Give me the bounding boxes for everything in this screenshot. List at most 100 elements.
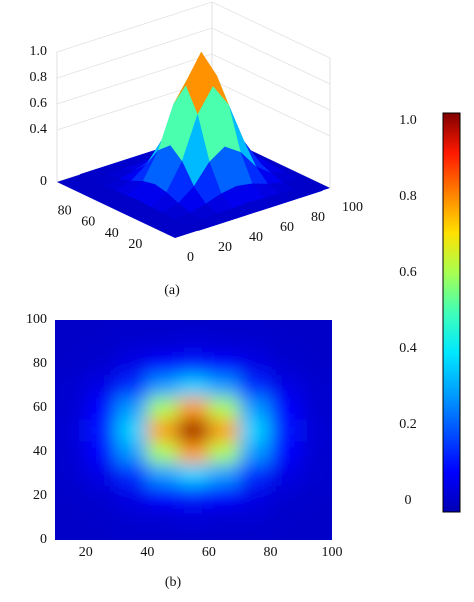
heatmap-cell — [239, 374, 271, 398]
heatmap-cell — [116, 506, 148, 530]
heatmap-cell — [239, 506, 271, 530]
heatmap-cell — [208, 440, 241, 464]
heatmap-cell — [55, 330, 87, 354]
heatmap-cell — [177, 506, 210, 530]
heatmap-cell — [177, 374, 210, 398]
heatmap-cell — [269, 528, 302, 540]
heatmap-cell — [85, 352, 118, 376]
heatmap-cell — [300, 352, 332, 376]
heatmap-cell — [177, 528, 210, 540]
heatmap-cell — [177, 396, 210, 420]
grid-line — [56, 27, 331, 85]
heatmap-cell — [85, 374, 118, 398]
heatmap-cell — [146, 506, 179, 530]
heatmap-cell — [85, 484, 118, 508]
caption-b: (b) — [165, 575, 182, 590]
heatmap-cell — [146, 396, 179, 420]
heatmap-cell — [146, 418, 179, 442]
caption-a: (a) — [164, 283, 180, 298]
heatmap-cell — [269, 374, 302, 398]
y-tick-label: 60 — [33, 400, 47, 415]
heatmap-cell — [208, 484, 241, 508]
heatmap-cell — [85, 330, 118, 354]
heatmap-cell — [146, 484, 179, 508]
heatmap-cell — [300, 374, 332, 398]
colorbar-tick-label: 0.4 — [399, 341, 417, 356]
heatmap-cell — [208, 528, 241, 540]
heatmap-cell — [85, 440, 118, 464]
heatmap-cell — [300, 484, 332, 508]
heatmap-cell — [177, 352, 210, 376]
heatmap-cell — [177, 330, 210, 354]
x-tick-label: 40 — [140, 545, 154, 560]
y-tick-label: 80 — [58, 203, 72, 218]
heatmap-cell — [177, 440, 210, 464]
heatmap-cell — [55, 484, 87, 508]
heatmap-cell — [146, 440, 179, 464]
z-tick-label: 0 — [40, 174, 47, 189]
y-tick-label: 40 — [105, 226, 119, 241]
heatmap-cell — [239, 320, 271, 332]
heatmap-cell — [300, 330, 332, 354]
x-tick-label: 100 — [322, 545, 343, 560]
heatmap-cell — [55, 528, 87, 540]
heatmap-cell — [208, 352, 241, 376]
colorbar — [442, 112, 461, 513]
heatmap-cell — [116, 462, 148, 486]
z-tick-label: 0.4 — [30, 122, 48, 137]
heatmap-cell — [85, 506, 118, 530]
heatmap-cell — [239, 462, 271, 486]
heatmap-cell — [177, 418, 210, 442]
heatmap-cell — [85, 320, 118, 332]
heatmap-cell — [269, 506, 302, 530]
heatmap-cell — [85, 528, 118, 540]
heatmap-cell — [116, 330, 148, 354]
heatmap-cells — [55, 320, 332, 540]
heatmap-cell — [239, 418, 271, 442]
heatmap-cell — [239, 396, 271, 420]
grid-line — [56, 53, 331, 111]
heatmap-cell — [116, 374, 148, 398]
x-tick-label: 20 — [218, 240, 232, 255]
heatmap-cell — [116, 352, 148, 376]
heatmap-cell — [146, 352, 179, 376]
heatmap-cell — [239, 440, 271, 464]
heatmap-cell — [239, 484, 271, 508]
heatmap-cell — [116, 320, 148, 332]
colorbar-tick-label: 1.0 — [399, 113, 417, 128]
heatmap-cell — [85, 418, 118, 442]
heatmap-cell — [300, 462, 332, 486]
heatmap-cell — [177, 320, 210, 332]
colorbar-tick-label: 0.2 — [399, 417, 417, 432]
heatmap-cell — [116, 528, 148, 540]
heatmap-cell — [146, 462, 179, 486]
heatmap-cell — [116, 418, 148, 442]
heatmap-cell — [300, 440, 332, 464]
y-tick-label: 100 — [26, 312, 47, 327]
heatmap-cell — [177, 484, 210, 508]
colorbar-tick-label: 0 — [405, 493, 412, 508]
y-tick-label: 60 — [81, 215, 95, 230]
heatmap-cell — [208, 320, 241, 332]
heatmap-cell — [55, 506, 87, 530]
heatmap-cell — [116, 440, 148, 464]
heatmap-cell — [55, 374, 87, 398]
heatmap-cell — [116, 484, 148, 508]
y-tick-label: 40 — [33, 444, 47, 459]
z-tick-label: 0.6 — [30, 96, 48, 111]
x-tick-label: 0 — [187, 250, 194, 265]
z-tick-label: 1.0 — [30, 44, 48, 59]
heatmap-cell — [85, 396, 118, 420]
heatmap-cell — [146, 528, 179, 540]
heatmap-cell — [269, 396, 302, 420]
x-tick-label: 80 — [263, 545, 277, 560]
heatmap-cell — [85, 462, 118, 486]
heatmap-cell — [269, 330, 302, 354]
colorbar-tick-label: 0.6 — [399, 265, 417, 280]
heatmap-cell — [177, 462, 210, 486]
heatmap-cell — [55, 352, 87, 376]
x-tick-label: 60 — [202, 545, 216, 560]
heatmap-cell — [55, 418, 87, 442]
heatmap-cell — [208, 506, 241, 530]
